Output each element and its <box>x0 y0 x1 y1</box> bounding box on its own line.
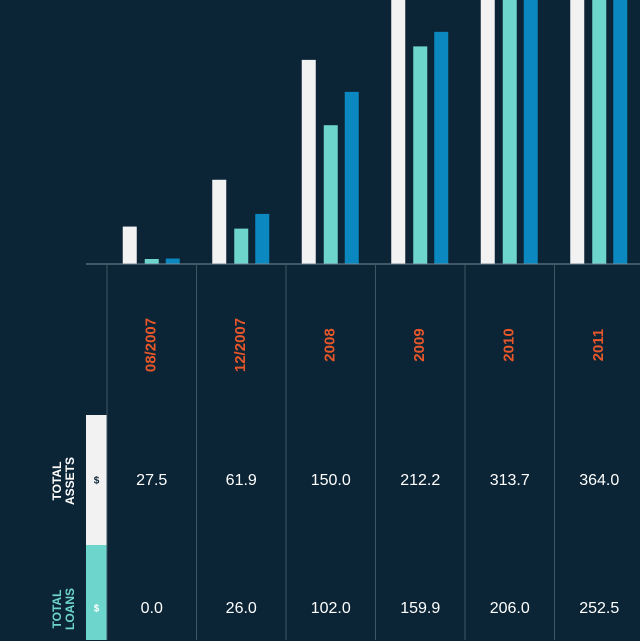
bar <box>255 213 270 264</box>
value-label: 26.0 <box>226 600 257 617</box>
value-label: 102.0 <box>311 600 351 617</box>
value-label: 0.0 <box>141 600 163 617</box>
bar <box>502 0 517 264</box>
value-label: 159.9 <box>400 600 440 617</box>
bar <box>344 91 359 264</box>
x-tick-label: 2008 <box>322 328 339 361</box>
value-label: 150.0 <box>311 472 351 489</box>
bar <box>301 59 316 264</box>
x-tick-label: 2009 <box>411 328 428 361</box>
bar-area <box>122 0 628 264</box>
bar <box>391 0 406 264</box>
bar <box>413 46 428 264</box>
row-label: TOTAL ASSETS <box>50 457 77 506</box>
x-tick-label: 08/2007 <box>143 318 160 372</box>
bar <box>480 0 495 264</box>
row-strip <box>86 415 107 545</box>
value-label: 27.5 <box>136 472 167 489</box>
bar <box>613 0 628 264</box>
bar <box>122 226 137 264</box>
row-label: TOTAL LOANS <box>50 588 77 630</box>
x-tick-label: 2010 <box>501 328 518 361</box>
x-tick-label: 12/2007 <box>232 318 249 372</box>
row-unit: $ <box>94 604 100 615</box>
value-label: 212.2 <box>400 472 440 489</box>
bar <box>434 31 449 264</box>
bar <box>592 0 607 264</box>
row-unit: $ <box>94 476 100 487</box>
bar <box>144 259 159 264</box>
bar <box>165 258 180 264</box>
bar <box>570 0 585 264</box>
value-label: 61.9 <box>226 472 257 489</box>
x-tick-label: 2011 <box>590 329 607 362</box>
bar <box>234 228 249 264</box>
bar <box>523 0 538 264</box>
value-label: 206.0 <box>490 600 530 617</box>
bar <box>212 179 227 264</box>
row-strip <box>86 545 107 640</box>
bar <box>323 125 338 264</box>
value-label: 364.0 <box>579 472 619 489</box>
value-label: 313.7 <box>490 472 530 489</box>
value-label: 252.5 <box>579 600 619 617</box>
